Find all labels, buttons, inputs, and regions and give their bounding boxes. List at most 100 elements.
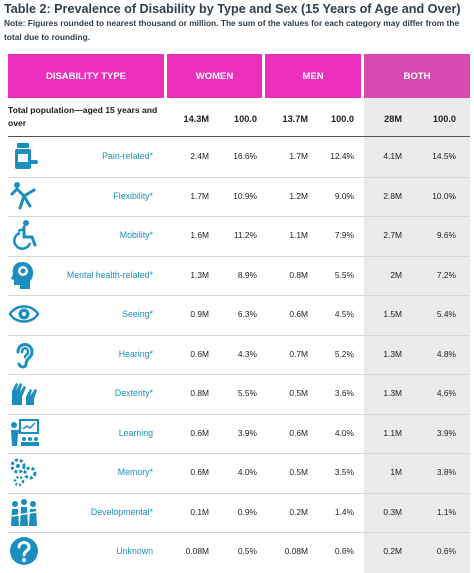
cell-women-n: 0.8M bbox=[190, 388, 209, 398]
cell-men-p: 4.5% bbox=[334, 309, 354, 319]
cell-women-p: 10.9% bbox=[233, 191, 257, 201]
flexible-person-icon bbox=[8, 180, 40, 212]
row-divider bbox=[8, 256, 470, 257]
row-label: Mobility* bbox=[119, 230, 153, 240]
row-divider bbox=[8, 493, 470, 494]
row-divider bbox=[8, 335, 470, 336]
cell-men-n: 0.2M bbox=[289, 507, 308, 517]
cell-both-p: 14.5% bbox=[432, 151, 456, 161]
cell-men-p: 0.6% bbox=[334, 546, 354, 556]
header-men: MEN bbox=[265, 54, 361, 98]
memory-gears-icon bbox=[8, 456, 40, 488]
cell-women-p: 6.3% bbox=[237, 309, 257, 319]
table-row: Mental health-related* 1.3M 8.9% 0.8M 5.5% 2M… bbox=[8, 256, 470, 295]
cell-both-p: 9.6% bbox=[436, 230, 456, 240]
row-label: Learning bbox=[118, 428, 153, 438]
group-people-icon bbox=[8, 496, 40, 528]
cell-women-p: 5.5% bbox=[237, 388, 257, 398]
cell-both-p: 0.6% bbox=[436, 546, 456, 556]
cell-men-n: 0.8M bbox=[289, 270, 308, 280]
cell-men-p: 9.0% bbox=[334, 191, 354, 201]
cell-men-p: 4.0% bbox=[334, 428, 354, 438]
cell-men-n: 0.6M bbox=[289, 309, 308, 319]
cell-women-n: 0.1M bbox=[190, 507, 209, 517]
cell-both-n: 1.1M bbox=[383, 428, 402, 438]
table-row: Seeing* 0.9M 6.3% 0.6M 4.5% 1.5M 5.4% bbox=[8, 295, 470, 334]
cell-women-p: 8.9% bbox=[237, 270, 257, 280]
cell-men-n: 1.7M bbox=[289, 151, 308, 161]
cell-both-n: 1.3M bbox=[383, 388, 402, 398]
row-label: Flexibility* bbox=[113, 191, 153, 201]
row-label: Mental health-related* bbox=[66, 270, 153, 280]
row-divider bbox=[8, 295, 470, 296]
row-divider bbox=[8, 216, 470, 217]
cell-women-p: 16.6% bbox=[233, 151, 257, 161]
cell-men-p: 3.5% bbox=[334, 467, 354, 477]
cell-women-n: 0.6M bbox=[190, 349, 209, 359]
cell-both-n: 1M bbox=[390, 467, 402, 477]
total-label: Total population—aged 15 years and over bbox=[8, 105, 158, 128]
ear-icon bbox=[8, 338, 40, 370]
cell-men-n: 0.6M bbox=[289, 428, 308, 438]
eye-icon bbox=[8, 298, 40, 330]
row-divider bbox=[8, 374, 470, 375]
cell-women-n: 0.9M bbox=[190, 309, 209, 319]
cell-both-n: 0.2M bbox=[383, 546, 402, 556]
cell-both-p: 3.8% bbox=[436, 467, 456, 477]
cell-both-n: 2.8M bbox=[383, 191, 402, 201]
row-divider bbox=[8, 177, 470, 178]
total-both-percent: 100.0 bbox=[433, 114, 456, 124]
cell-both-p: 4.8% bbox=[436, 349, 456, 359]
wheelchair-icon bbox=[8, 219, 40, 251]
row-label: Seeing* bbox=[122, 309, 153, 319]
header-disability-type: DISABILITY TYPE bbox=[8, 54, 164, 98]
table-row: Mobility* 1.6M 11.2% 1.1M 7.9% 2.7M 9.6% bbox=[8, 216, 470, 255]
teacher-board-icon bbox=[8, 417, 40, 449]
cell-both-n: 2.7M bbox=[383, 230, 402, 240]
cell-women-p: 4.0% bbox=[237, 467, 257, 477]
cell-both-n: 4.1M bbox=[383, 151, 402, 161]
cell-women-p: 0.5% bbox=[237, 546, 257, 556]
cell-men-n: 0.7M bbox=[289, 349, 308, 359]
row-label: Unknown bbox=[116, 546, 153, 556]
cell-women-p: 11.2% bbox=[233, 230, 257, 240]
cell-men-p: 3.6% bbox=[334, 388, 354, 398]
cell-both-n: 2M bbox=[390, 270, 402, 280]
cell-both-n: 1.5M bbox=[383, 309, 402, 319]
header-women: WOMEN bbox=[167, 54, 262, 98]
cell-both-p: 5.4% bbox=[436, 309, 456, 319]
cell-women-n: 2.4M bbox=[190, 151, 209, 161]
cell-both-n: 0.3M bbox=[383, 507, 402, 517]
row-label: Developmental* bbox=[90, 507, 153, 517]
table-row: Learning 0.6M 3.9% 0.6M 4.0% 1.1M 3.9% bbox=[8, 414, 470, 453]
row-divider bbox=[8, 532, 470, 533]
total-men-percent: 100.0 bbox=[331, 114, 354, 124]
cell-both-p: 1.1% bbox=[436, 507, 456, 517]
cell-both-p: 7.2% bbox=[436, 270, 456, 280]
cell-men-p: 5.2% bbox=[334, 349, 354, 359]
cell-women-n: 1.3M bbox=[190, 270, 209, 280]
cell-men-p: 7.9% bbox=[334, 230, 354, 240]
row-divider bbox=[8, 453, 470, 454]
row-label: Dexterity* bbox=[114, 388, 153, 398]
table-row: Developmental* 0.1M 0.9% 0.2M 1.4% 0.3M 1.1% bbox=[8, 493, 470, 532]
table-row: Flexibility* 1.7M 10.9% 1.2M 9.0% 2.8M 10.0% bbox=[8, 177, 470, 216]
cell-both-p: 10.0% bbox=[432, 191, 456, 201]
table-header: DISABILITY TYPE WOMEN MEN BOTH bbox=[8, 54, 470, 98]
total-both-number: 28M bbox=[384, 114, 402, 124]
table-row: Dexterity* 0.8M 5.5% 0.5M 3.6% 1.3M 4.6% bbox=[8, 374, 470, 413]
cell-women-n: 1.7M bbox=[190, 191, 209, 201]
table-row: Pain-related* 2.4M 16.6% 1.7M 12.4% 4.1M 14.5% bbox=[8, 137, 470, 176]
cell-women-n: 0.6M bbox=[190, 467, 209, 477]
cell-men-n: 0.5M bbox=[289, 388, 308, 398]
cell-both-p: 3.9% bbox=[436, 428, 456, 438]
cell-men-p: 12.4% bbox=[330, 151, 354, 161]
cell-men-p: 5.5% bbox=[334, 270, 354, 280]
row-divider bbox=[8, 414, 470, 415]
row-label: Memory* bbox=[117, 467, 153, 477]
total-divider bbox=[8, 136, 470, 137]
table-row: Unknown 0.08M 0.5% 0.08M 0.6% 0.2M 0.6% bbox=[8, 532, 470, 571]
table-note: Note: Figures rounded to nearest thousan… bbox=[4, 18, 460, 42]
cell-women-p: 3.9% bbox=[237, 428, 257, 438]
